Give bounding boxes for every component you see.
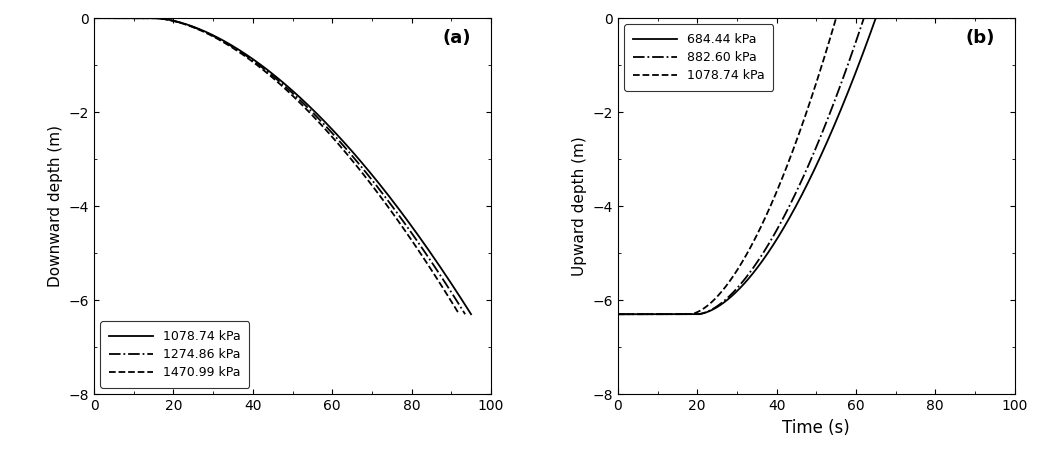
1078.74 kPa: [1008, 15, 1021, 21]
Legend: 684.44 kPa, 882.60 kPa, 1078.74 kPa: 684.44 kPa, 882.60 kPa, 1078.74 kPa: [624, 24, 773, 91]
1078.74 kPa: [772, 185, 784, 190]
1078.74 kPa: [373, 182, 386, 188]
882.60 kPa: [922, 15, 934, 21]
1274.86 kPa: [313, 116, 325, 122]
882.60 kPa: [1008, 15, 1021, 21]
882.60 kPa: [929, 15, 941, 21]
684.44 kPa: [929, 15, 941, 21]
882.60 kPa: [772, 224, 784, 230]
1078.74 kPa: [922, 15, 934, 21]
1470.99 kPa: [453, 312, 465, 317]
Line: 1274.86 kPa: 1274.86 kPa: [94, 18, 465, 314]
1470.99 kPa: [310, 116, 322, 121]
1470.99 kPa: [365, 181, 378, 187]
1078.74 kPa: [652, 312, 664, 317]
882.60 kPa: [858, 15, 870, 21]
X-axis label: Time (s): Time (s): [782, 419, 850, 437]
882.60 kPa: [787, 197, 799, 202]
1470.99 kPa: [300, 106, 313, 112]
1078.74 kPa: [328, 129, 341, 135]
1470.99 kPa: [402, 233, 414, 238]
684.44 kPa: [869, 15, 882, 21]
1078.74 kPa: [831, 15, 843, 21]
Text: (b): (b): [965, 29, 995, 48]
1078.74 kPa: [88, 15, 100, 21]
882.60 kPa: [885, 15, 897, 21]
1274.86 kPa: [303, 107, 316, 112]
1078.74 kPa: [111, 15, 123, 21]
1274.86 kPa: [324, 129, 337, 134]
684.44 kPa: [885, 15, 897, 21]
684.44 kPa: [1008, 15, 1021, 21]
1470.99 kPa: [110, 15, 122, 21]
Legend: 1078.74 kPa, 1274.86 kPa, 1470.99 kPa: 1078.74 kPa, 1274.86 kPa, 1470.99 kPa: [100, 321, 249, 388]
1078.74 kPa: [885, 15, 897, 21]
Line: 1470.99 kPa: 1470.99 kPa: [94, 18, 459, 314]
684.44 kPa: [612, 312, 624, 317]
1078.74 kPa: [306, 107, 319, 113]
1274.86 kPa: [407, 233, 419, 239]
882.60 kPa: [652, 312, 664, 317]
684.44 kPa: [787, 209, 799, 215]
Text: (a): (a): [442, 29, 471, 48]
1078.74 kPa: [612, 312, 624, 317]
1078.74 kPa: [464, 312, 477, 317]
1470.99 kPa: [88, 15, 100, 21]
Y-axis label: Downward depth (m): Downward depth (m): [48, 125, 63, 287]
Line: 882.60 kPa: 882.60 kPa: [618, 18, 1015, 314]
1078.74 kPa: [929, 15, 941, 21]
1274.86 kPa: [369, 182, 382, 187]
Y-axis label: Upward depth (m): Upward depth (m): [572, 136, 587, 276]
684.44 kPa: [922, 15, 934, 21]
684.44 kPa: [652, 312, 664, 317]
1078.74 kPa: [787, 149, 799, 154]
882.60 kPa: [612, 312, 624, 317]
Line: 1078.74 kPa: 1078.74 kPa: [94, 18, 471, 314]
1078.74 kPa: [412, 233, 425, 239]
1274.86 kPa: [459, 312, 472, 317]
1274.86 kPa: [88, 15, 100, 21]
1470.99 kPa: [320, 128, 333, 134]
1274.86 kPa: [111, 15, 123, 21]
Line: 1078.74 kPa: 1078.74 kPa: [618, 18, 1015, 314]
Line: 684.44 kPa: 684.44 kPa: [618, 18, 1015, 314]
684.44 kPa: [772, 234, 784, 240]
1078.74 kPa: [317, 117, 329, 122]
